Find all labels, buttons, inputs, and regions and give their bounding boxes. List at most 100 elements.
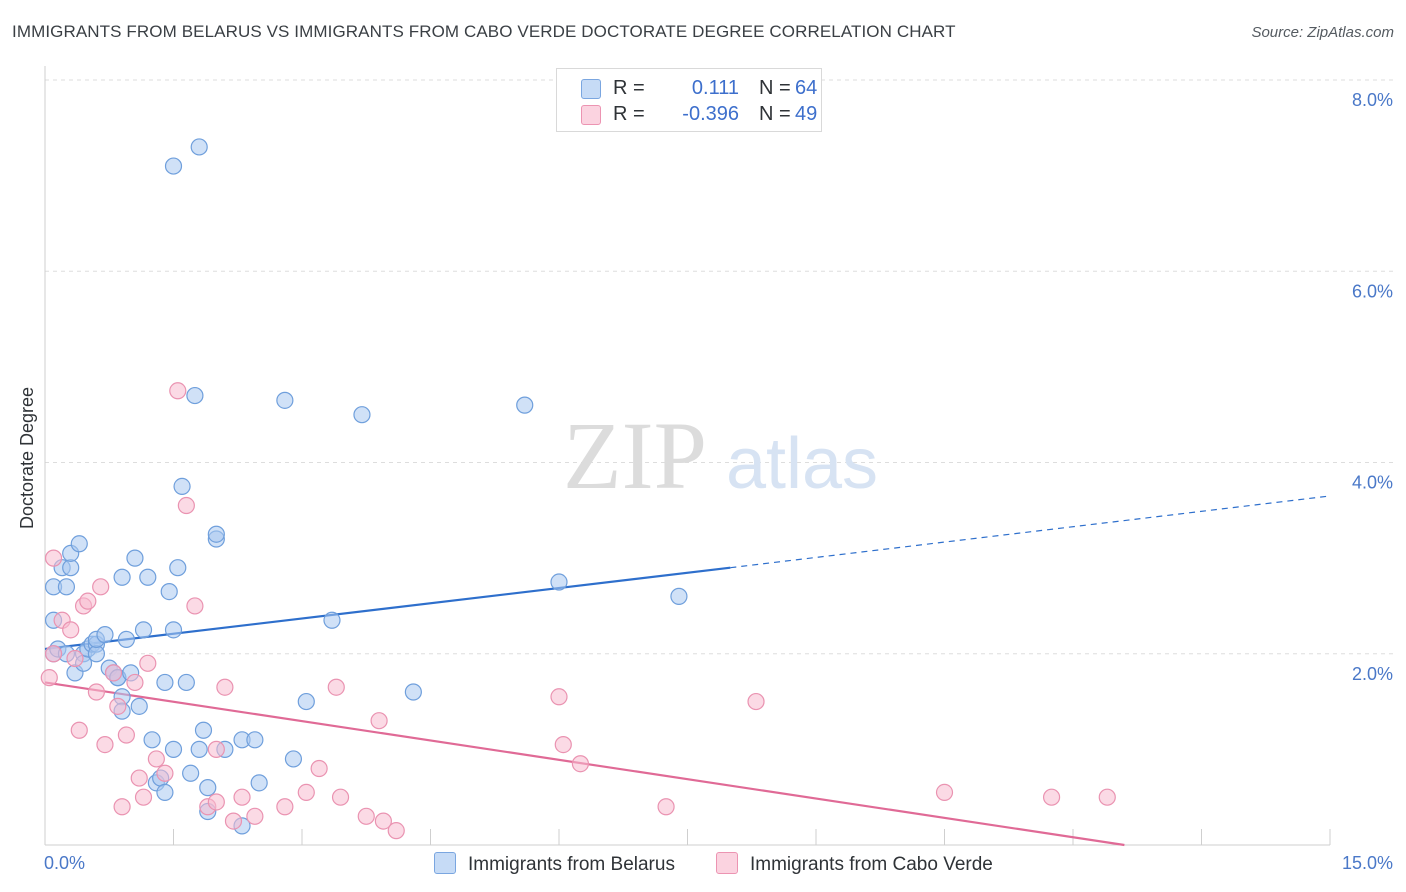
bottom-legend-swatch-belarus (434, 852, 456, 874)
point-cabo-verde (374, 812, 392, 830)
point-cabo-verde (70, 721, 88, 739)
y-tick-label: 8.0% (1352, 90, 1393, 110)
point-cabo-verde (92, 578, 110, 596)
point-cabo-verde (66, 649, 84, 668)
axes (44, 66, 1331, 846)
point-cabo-verde (357, 807, 375, 825)
point-cabo-verde (297, 783, 315, 802)
point-belarus (186, 386, 204, 405)
point-cabo-verde (747, 692, 765, 711)
point-belarus (164, 157, 183, 175)
point-belarus (550, 573, 568, 591)
x-tick-label-max: 15.0% (1342, 853, 1393, 873)
point-belarus (164, 621, 183, 639)
point-belarus (516, 396, 534, 414)
point-belarus (117, 630, 135, 649)
watermark-atlas: atlas (726, 424, 878, 504)
bottom-legend-label-cabo-verde: Immigrants from Cabo Verde (750, 854, 993, 875)
y-tick-label: 6.0% (1352, 281, 1393, 301)
point-belarus (143, 731, 161, 749)
point-belarus (57, 578, 76, 596)
point-belarus (70, 535, 88, 553)
point-belarus (250, 774, 268, 792)
legend-r-label: R = (613, 77, 645, 99)
point-belarus (139, 568, 157, 586)
point-cabo-verde (156, 764, 174, 782)
trend-line-belarus-extension (730, 495, 1331, 569)
point-belarus (173, 477, 191, 496)
point-cabo-verde (550, 688, 568, 706)
point-cabo-verde (246, 807, 264, 825)
point-belarus (87, 645, 106, 663)
point-belarus (113, 568, 131, 586)
point-cabo-verde (177, 496, 195, 515)
point-cabo-verde (554, 735, 572, 754)
point-cabo-verde (935, 783, 954, 802)
point-belarus (62, 559, 80, 577)
point-belarus (164, 740, 183, 758)
point-belarus (182, 764, 200, 782)
axis-labels: 2.0% 4.0% 6.0% 8.0% 0.0% 15.0% Doctorate Degre… (17, 90, 1393, 873)
point-cabo-verde (233, 788, 251, 806)
point-cabo-verde (657, 798, 675, 816)
legend-n-value: 64 (795, 77, 818, 99)
point-belarus (670, 587, 688, 605)
point-belarus (207, 525, 225, 543)
bottom-legend-belarus: Immigrants from Belarus (434, 852, 675, 876)
legend-n-value: 49 (795, 103, 818, 125)
point-belarus (169, 559, 187, 577)
point-cabo-verde (44, 549, 63, 567)
y-tick-label: 2.0% (1352, 664, 1393, 684)
y-tick-label: 4.0% (1352, 473, 1393, 493)
point-belarus (156, 783, 174, 802)
point-belarus (404, 683, 422, 701)
point-cabo-verde (40, 669, 58, 687)
point-cabo-verde (44, 645, 63, 663)
point-cabo-verde (169, 382, 187, 400)
watermark-zip: ZIP (563, 402, 707, 509)
point-cabo-verde (1098, 788, 1116, 806)
point-cabo-verde (113, 798, 131, 816)
point-cabo-verde (331, 788, 350, 806)
point-belarus (130, 697, 148, 715)
legend-swatch-belarus (581, 79, 601, 99)
point-belarus (353, 406, 371, 424)
point-belarus (246, 731, 264, 749)
point-cabo-verde (139, 654, 157, 672)
point-belarus (323, 611, 341, 629)
grid-lines (45, 79, 1395, 655)
point-cabo-verde (1042, 788, 1061, 806)
point-belarus (190, 740, 208, 758)
legend-n-label: N = (759, 77, 791, 99)
point-cabo-verde (370, 712, 388, 730)
bottom-legend-cabo-verde: Immigrants from Cabo Verde (716, 852, 993, 876)
point-cabo-verde (87, 683, 106, 701)
point-belarus (190, 138, 208, 156)
point-cabo-verde (130, 769, 148, 787)
point-belarus (297, 692, 315, 711)
point-cabo-verde (147, 750, 165, 768)
stats-legend: R = 0.111 N = 64 R = -0.396 N = 49 (556, 68, 822, 132)
point-cabo-verde (224, 812, 243, 830)
bottom-legend-label-belarus: Immigrants from Belarus (468, 854, 675, 875)
point-belarus (126, 549, 144, 567)
point-cabo-verde (310, 759, 328, 778)
legend-n-label: N = (759, 103, 791, 125)
point-cabo-verde (387, 822, 405, 840)
x-tick-label-min: 0.0% (44, 853, 85, 873)
legend-swatch-cabo-verde (581, 105, 601, 125)
source-label: Source: ZipAtlas.com (1251, 24, 1394, 41)
point-belarus (156, 673, 174, 692)
data-points (40, 138, 1116, 840)
watermark: ZIP atlas (563, 402, 878, 509)
point-cabo-verde (207, 740, 225, 758)
point-cabo-verde (62, 621, 80, 639)
point-belarus (284, 750, 303, 768)
point-cabo-verde (134, 788, 153, 806)
chart-title: IMMIGRANTS FROM BELARUS VS IMMIGRANTS FR… (12, 22, 956, 41)
legend-r-value: 0.111 (691, 77, 739, 99)
y-axis-label: Doctorate Degree (17, 387, 37, 529)
point-belarus (199, 779, 217, 797)
point-belarus (160, 582, 178, 601)
